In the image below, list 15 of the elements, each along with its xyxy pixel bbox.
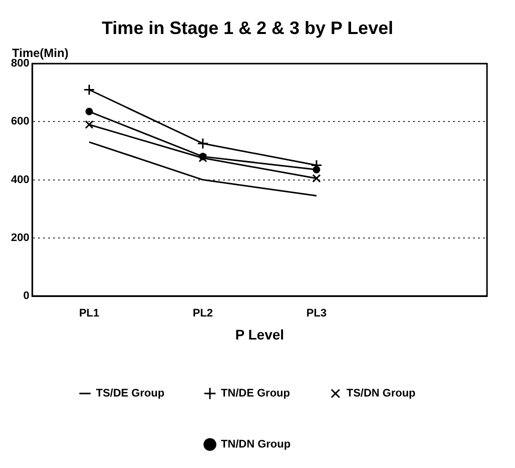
legend-label: TS/DE Group [96,388,165,400]
legend-label: TS/DN Group [346,388,416,400]
x-tick-label: PL2 [192,308,213,320]
legend-label: TN/DN Group [220,438,291,451]
y-tick-label: 600 [10,116,30,128]
y-tick-label: 200 [10,232,30,244]
legend-label: TN/DE Group [220,388,290,400]
y-tick-label: 0 [23,290,30,302]
chart-title: Time in Stage 1 & 2 & 3 by P Level [102,18,394,38]
y-axis-title: Time(Min) [12,46,68,60]
y-tick-label: 800 [10,58,30,70]
x-axis-title: P Level [235,326,284,342]
x-tick-label: PL1 [79,308,100,320]
y-tick-label: 400 [10,174,30,186]
x-tick-label: PL3 [306,308,327,320]
